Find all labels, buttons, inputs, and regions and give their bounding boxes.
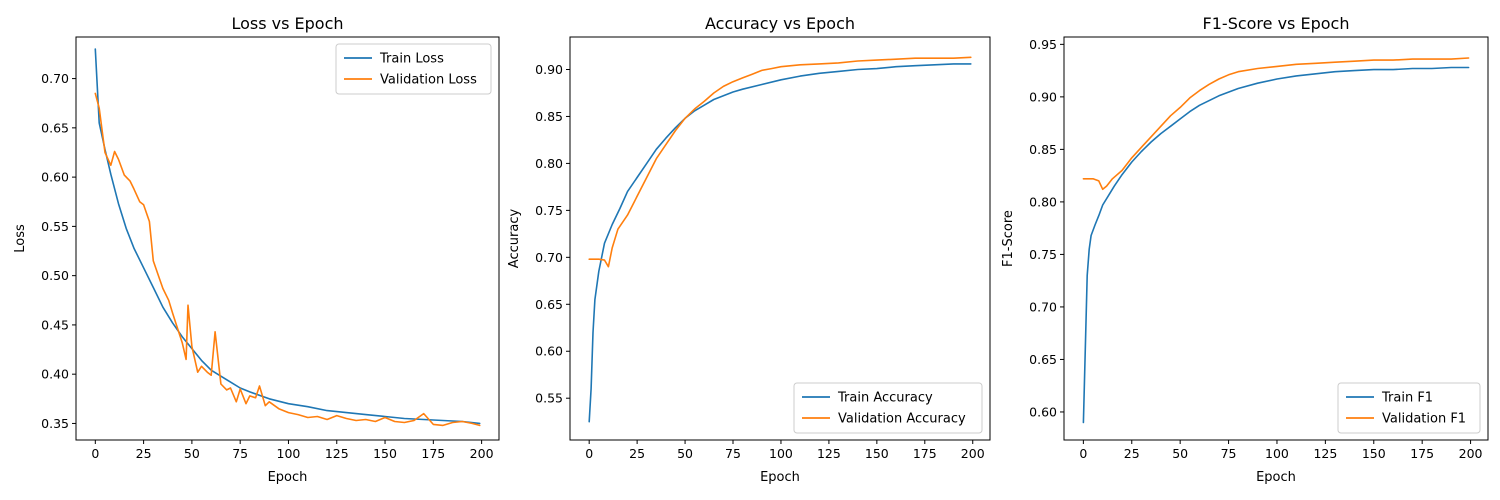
x-tick-label: 125 [817,446,841,461]
y-tick-label: 0.60 [535,344,563,359]
y-tick-label: 0.75 [1029,247,1057,262]
x-tick-label: 100 [277,446,301,461]
y-tick-label: 0.75 [535,203,563,218]
subplot-2: 0 25 50 75 100 125 150 175 200 0.60 0.65 0.70 0.75 0.… [1001,14,1489,485]
subplot-0: 0 25 50 75 100 125 150 175 200 0.35 0.40 0.45 0.50 0.… [13,14,500,485]
legend-label: Train F1 [1381,391,1433,406]
y-axis-label: F1-Score [1001,210,1016,267]
y-tick-label: 0.65 [535,297,563,312]
legend: Train Loss Validation Loss [335,43,492,95]
x-tick-label: 100 [769,446,793,461]
legend-label: Validation Accuracy [838,412,966,427]
y-tick-label: 0.40 [41,367,69,382]
y-tick-label: 0.50 [41,268,69,283]
series-line-1 [588,56,972,268]
y-tick-label: 0.95 [1029,37,1057,52]
x-tick-label: 150 [1362,446,1386,461]
y-axis-label: Accuracy [507,209,522,269]
y-tick-label: 0.70 [1029,299,1057,314]
x-tick-label: 175 [913,446,937,461]
plot-frame [75,36,500,441]
legend: Train F1 Validation F1 [1337,382,1481,434]
legend-label: Train Accuracy [837,391,933,406]
legend-box [793,382,983,434]
chart-title: F1-Score vs Epoch [1203,14,1350,33]
legend-label: Validation Loss [380,73,477,88]
y-tick-label: 0.85 [1029,142,1057,157]
x-tick-label: 75 [232,446,248,461]
series-line-0 [1082,66,1470,424]
chart-title: Loss vs Epoch [231,14,343,33]
x-tick-label: 125 [325,446,349,461]
x-tick-label: 25 [629,446,645,461]
subplot-1: 0 25 50 75 100 125 150 175 200 0.55 0.60 0.65 0.70 0.… [507,14,991,485]
y-tick-label: 0.80 [535,156,563,171]
series-line-1 [1082,57,1470,191]
x-tick-label: 200 [470,446,494,461]
x-axis-label: Epoch [1256,470,1296,485]
y-tick-label: 0.45 [41,317,69,332]
x-axis-label: Epoch [268,470,308,485]
y-tick-label: 0.80 [1029,194,1057,209]
x-tick-label: 0 [1079,446,1087,461]
x-tick-label: 50 [677,446,693,461]
x-tick-label: 75 [1221,446,1237,461]
y-tick-label: 0.65 [1029,352,1057,367]
y-tick-label: 0.60 [41,170,69,185]
x-tick-label: 200 [961,446,985,461]
x-axis-label: Epoch [760,470,800,485]
y-tick-label: 0.90 [1029,89,1057,104]
y-tick-label: 0.70 [41,71,69,86]
x-tick-label: 125 [1313,446,1337,461]
legend-label: Train Loss [379,52,444,67]
x-tick-label: 200 [1459,446,1483,461]
series-line-0 [588,63,972,423]
series-line-0 [94,48,481,425]
x-tick-label: 175 [421,446,445,461]
x-tick-label: 0 [585,446,593,461]
x-tick-label: 50 [1172,446,1188,461]
plot-frame [569,36,991,441]
y-tick-label: 0.55 [41,219,69,234]
chart-title: Accuracy vs Epoch [705,14,855,33]
series-line-1 [94,92,481,427]
x-tick-label: 25 [1124,446,1140,461]
legend-box [1337,382,1481,434]
x-tick-label: 150 [373,446,397,461]
y-tick-label: 0.90 [535,62,563,77]
plot-frame [1063,36,1489,441]
x-tick-label: 25 [136,446,152,461]
x-tick-label: 75 [725,446,741,461]
y-tick-label: 0.60 [1029,404,1057,419]
y-axis-label: Loss [13,224,28,253]
legend-box [335,43,492,95]
x-tick-label: 0 [91,446,99,461]
y-tick-label: 0.85 [535,109,563,124]
y-tick-label: 0.70 [535,250,563,265]
x-tick-label: 50 [184,446,200,461]
y-tick-label: 0.65 [41,120,69,135]
y-tick-label: 0.35 [41,416,69,431]
x-tick-label: 150 [865,446,889,461]
y-tick-label: 0.55 [535,391,563,406]
x-tick-label: 100 [1265,446,1289,461]
legend-label: Validation F1 [1382,412,1466,427]
legend: Train Accuracy Validation Accuracy [793,382,983,434]
x-tick-label: 175 [1410,446,1434,461]
